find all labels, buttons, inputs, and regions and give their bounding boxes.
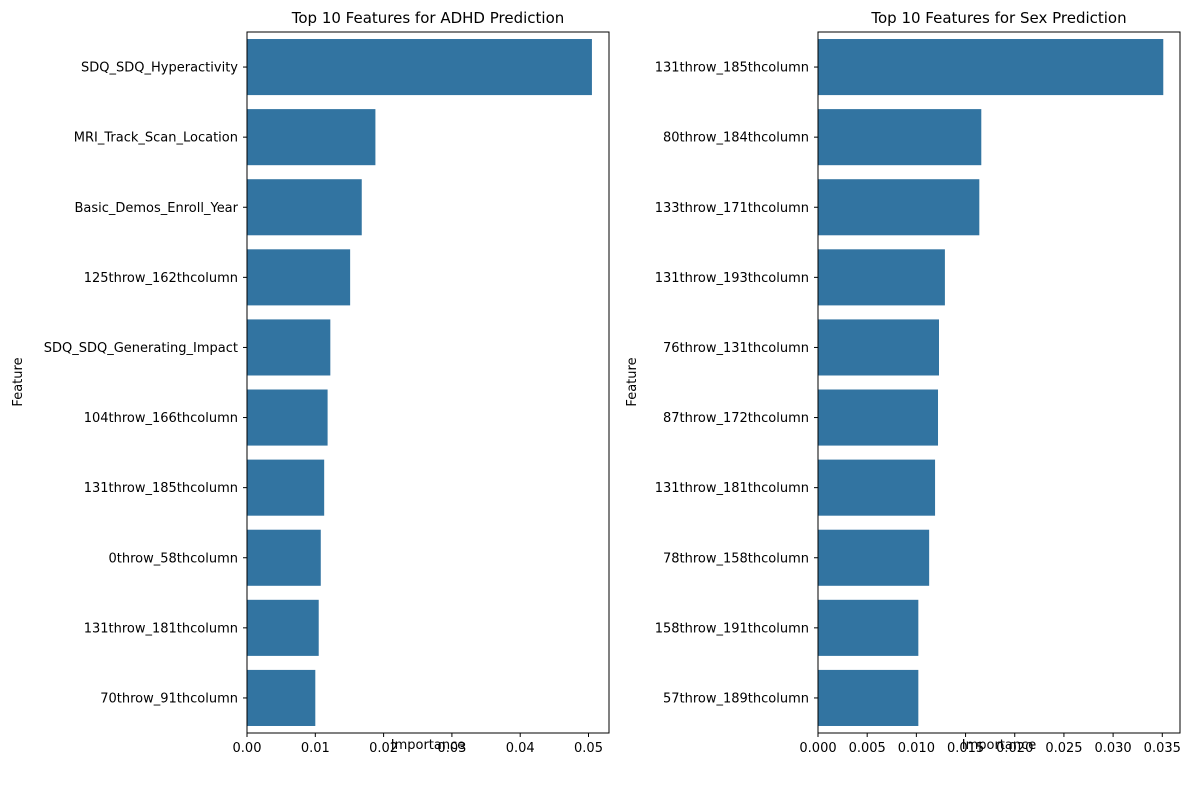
y-tick-label: 125throw_162thcolumn xyxy=(84,271,238,286)
axes-frame xyxy=(246,31,610,734)
sex-chart-panel: Top 10 Features for Sex Prediction Impor… xyxy=(625,9,1181,756)
x-axis-label: Importance xyxy=(962,738,1037,753)
x-ticks-group: 0.000 0.005 0.010 0.015 0.020 0.025 0.030 0.035 xyxy=(799,733,1181,756)
adhd-chart-panel: Top 10 Features for ADHD Prediction Impo… xyxy=(11,9,610,756)
y-tick-label: Basic_Demos_Enroll_Year xyxy=(74,201,238,216)
bar xyxy=(818,109,982,166)
bar xyxy=(247,249,351,306)
y-tick-label: 76throw_131thcolumn xyxy=(663,341,809,356)
y-axis-label: Feature xyxy=(625,357,640,406)
y-tick-label: 131throw_181thcolumn xyxy=(655,481,809,496)
bar xyxy=(818,529,930,586)
bar xyxy=(818,599,919,656)
bar xyxy=(818,39,1164,96)
y-tick-label: SDQ_SDQ_Generating_Impact xyxy=(44,341,238,356)
bar xyxy=(818,179,980,236)
bar xyxy=(247,389,328,446)
x-tick-label: 0.025 xyxy=(1045,741,1082,756)
bars-group xyxy=(818,39,1164,726)
y-tick-label: 158throw_191thcolumn xyxy=(655,621,809,636)
x-tick-label: 0.020 xyxy=(996,741,1033,756)
y-tick-label: 104throw_166thcolumn xyxy=(84,411,238,426)
bar xyxy=(818,319,939,376)
chart-title: Top 10 Features for ADHD Prediction xyxy=(291,9,565,27)
x-tick-label: 0.03 xyxy=(437,741,466,756)
y-tick-label: 70throw_91thcolumn xyxy=(100,691,238,706)
y-tick-label: 131throw_193thcolumn xyxy=(655,271,809,286)
bars-group xyxy=(247,39,592,726)
y-tick-label: 78throw_158thcolumn xyxy=(663,551,809,566)
y-axis-label: Feature xyxy=(11,357,26,406)
x-axis-label: Importance xyxy=(391,738,466,753)
y-tick-label: 131throw_185thcolumn xyxy=(655,61,809,76)
x-tick-label: 0.04 xyxy=(506,741,535,756)
x-tick-label: 0.00 xyxy=(233,741,262,756)
y-ticks-group: SDQ_SDQ_Hyperactivity MRI_Track_Scan_Loca… xyxy=(44,61,247,706)
bar xyxy=(247,39,592,96)
x-tick-label: 0.05 xyxy=(574,741,603,756)
bar xyxy=(247,109,376,166)
bar xyxy=(818,669,919,726)
y-tick-label: 57throw_189thcolumn xyxy=(663,691,809,706)
y-tick-label: 80throw_184thcolumn xyxy=(663,131,809,146)
bar xyxy=(247,669,316,726)
y-tick-label: 0throw_58thcolumn xyxy=(109,551,239,566)
y-tick-label: SDQ_SDQ_Hyperactivity xyxy=(81,61,238,76)
x-tick-label: 0.01 xyxy=(301,741,330,756)
y-ticks-group: 131throw_185thcolumn 80throw_184thcolumn 1… xyxy=(655,61,818,706)
x-ticks-group: 0.00 0.01 0.02 0.03 0.04 0.05 xyxy=(233,733,603,756)
y-tick-label: 131throw_185thcolumn xyxy=(84,481,238,496)
bar xyxy=(247,459,325,516)
x-tick-label: 0.005 xyxy=(849,741,886,756)
x-tick-label: 0.000 xyxy=(799,741,836,756)
bar xyxy=(247,179,362,236)
y-tick-label: MRI_Track_Scan_Location xyxy=(74,131,238,146)
y-tick-label: 133throw_171thcolumn xyxy=(655,201,809,216)
bar xyxy=(247,529,321,586)
bar xyxy=(247,599,319,656)
x-tick-label: 0.035 xyxy=(1144,741,1181,756)
x-tick-label: 0.010 xyxy=(898,741,935,756)
x-tick-label: 0.015 xyxy=(947,741,984,756)
bar xyxy=(818,389,939,446)
chart-title: Top 10 Features for Sex Prediction xyxy=(870,9,1126,27)
bar xyxy=(818,459,936,516)
bar xyxy=(818,249,945,306)
x-tick-label: 0.02 xyxy=(369,741,398,756)
y-tick-label: 131throw_181thcolumn xyxy=(84,621,238,636)
y-tick-label: 87throw_172thcolumn xyxy=(663,411,809,426)
axes-frame xyxy=(817,31,1181,734)
x-tick-label: 0.030 xyxy=(1094,741,1131,756)
bar xyxy=(247,319,331,376)
